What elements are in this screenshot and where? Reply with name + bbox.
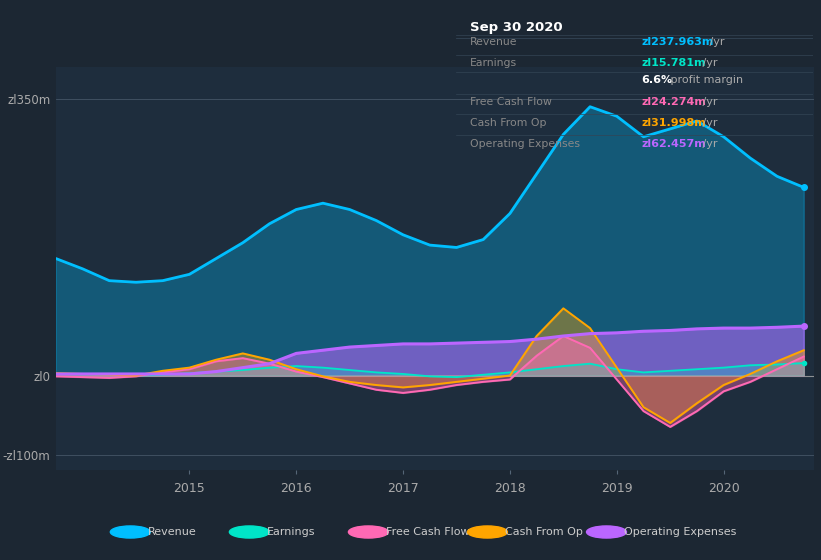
Circle shape (586, 526, 626, 538)
Text: /yr: /yr (706, 36, 724, 46)
Text: /yr: /yr (699, 118, 718, 128)
Text: zl31.998m: zl31.998m (641, 118, 706, 128)
Text: /yr: /yr (699, 97, 718, 106)
Text: zl24.274m: zl24.274m (641, 97, 706, 106)
Text: zl237.963m: zl237.963m (641, 36, 713, 46)
Text: Revenue: Revenue (148, 527, 197, 537)
Text: zl62.457m: zl62.457m (641, 139, 706, 150)
Text: Earnings: Earnings (470, 58, 517, 68)
Circle shape (467, 526, 507, 538)
Text: Revenue: Revenue (470, 36, 517, 46)
Circle shape (348, 526, 388, 538)
Text: Operating Expenses: Operating Expenses (470, 139, 580, 150)
Text: Cash From Op: Cash From Op (470, 118, 547, 128)
Circle shape (110, 526, 150, 538)
Text: Earnings: Earnings (267, 527, 315, 537)
Text: profit margin: profit margin (667, 75, 743, 85)
Text: Cash From Op: Cash From Op (505, 527, 583, 537)
Text: /yr: /yr (699, 139, 718, 150)
Text: zl15.781m: zl15.781m (641, 58, 706, 68)
Text: Free Cash Flow: Free Cash Flow (386, 527, 470, 537)
Text: Operating Expenses: Operating Expenses (624, 527, 736, 537)
Text: Sep 30 2020: Sep 30 2020 (470, 21, 562, 34)
Text: /yr: /yr (699, 58, 718, 68)
Circle shape (229, 526, 269, 538)
Text: 6.6%: 6.6% (641, 75, 672, 85)
Text: Free Cash Flow: Free Cash Flow (470, 97, 552, 106)
